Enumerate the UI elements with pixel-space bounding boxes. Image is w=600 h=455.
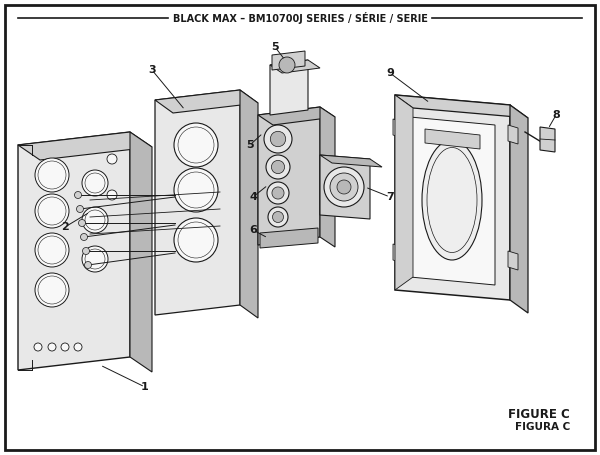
Circle shape bbox=[266, 155, 290, 179]
Circle shape bbox=[107, 190, 117, 200]
Circle shape bbox=[174, 218, 218, 262]
Polygon shape bbox=[508, 251, 518, 270]
Polygon shape bbox=[260, 228, 318, 248]
Circle shape bbox=[85, 262, 91, 268]
Polygon shape bbox=[395, 95, 528, 118]
Polygon shape bbox=[270, 60, 320, 73]
Circle shape bbox=[74, 192, 82, 198]
Text: 8: 8 bbox=[552, 110, 560, 120]
Text: FIGURA C: FIGURA C bbox=[515, 422, 570, 432]
Circle shape bbox=[264, 125, 292, 153]
Circle shape bbox=[272, 212, 284, 222]
Polygon shape bbox=[320, 155, 382, 167]
Text: 2: 2 bbox=[61, 222, 69, 232]
Polygon shape bbox=[510, 105, 528, 313]
Circle shape bbox=[272, 187, 284, 199]
Circle shape bbox=[82, 170, 108, 196]
Circle shape bbox=[61, 343, 69, 351]
Circle shape bbox=[35, 273, 69, 307]
Polygon shape bbox=[18, 132, 130, 370]
Ellipse shape bbox=[422, 140, 482, 260]
Text: 5: 5 bbox=[246, 140, 254, 150]
Polygon shape bbox=[258, 107, 320, 245]
Circle shape bbox=[271, 131, 286, 147]
Circle shape bbox=[174, 168, 218, 212]
Polygon shape bbox=[320, 107, 335, 247]
Polygon shape bbox=[395, 95, 413, 290]
Circle shape bbox=[271, 161, 284, 174]
Circle shape bbox=[79, 219, 86, 227]
Polygon shape bbox=[508, 125, 518, 144]
Polygon shape bbox=[155, 90, 258, 113]
Text: 5: 5 bbox=[271, 42, 279, 52]
Polygon shape bbox=[540, 127, 555, 152]
Circle shape bbox=[82, 207, 108, 233]
Circle shape bbox=[107, 154, 117, 164]
Polygon shape bbox=[130, 132, 152, 372]
Circle shape bbox=[35, 194, 69, 228]
Polygon shape bbox=[395, 95, 510, 300]
Circle shape bbox=[48, 343, 56, 351]
Polygon shape bbox=[240, 90, 258, 318]
Circle shape bbox=[83, 248, 89, 254]
Circle shape bbox=[74, 343, 82, 351]
Text: 9: 9 bbox=[386, 68, 394, 78]
Polygon shape bbox=[410, 117, 495, 285]
Polygon shape bbox=[155, 90, 240, 315]
Circle shape bbox=[35, 233, 69, 267]
Polygon shape bbox=[18, 132, 152, 160]
Circle shape bbox=[330, 173, 358, 201]
Polygon shape bbox=[258, 107, 335, 125]
Text: 4: 4 bbox=[249, 192, 257, 202]
Circle shape bbox=[268, 207, 288, 227]
Text: 7: 7 bbox=[386, 192, 394, 202]
Circle shape bbox=[324, 167, 364, 207]
Circle shape bbox=[337, 180, 351, 194]
Circle shape bbox=[34, 343, 42, 351]
Circle shape bbox=[174, 123, 218, 167]
Polygon shape bbox=[270, 60, 308, 115]
Polygon shape bbox=[320, 155, 370, 219]
Circle shape bbox=[77, 206, 83, 212]
Circle shape bbox=[35, 158, 69, 192]
Text: FIGURE C: FIGURE C bbox=[508, 409, 570, 421]
Text: BLACK MAX – BM10700J SERIES / SÉRIE / SERIE: BLACK MAX – BM10700J SERIES / SÉRIE / SE… bbox=[173, 12, 427, 24]
Text: 1: 1 bbox=[141, 382, 149, 392]
Text: 3: 3 bbox=[148, 65, 156, 75]
Polygon shape bbox=[272, 51, 305, 70]
Polygon shape bbox=[425, 129, 480, 149]
Circle shape bbox=[279, 57, 295, 73]
Polygon shape bbox=[393, 244, 403, 263]
Text: 6: 6 bbox=[249, 225, 257, 235]
Polygon shape bbox=[393, 119, 403, 138]
Circle shape bbox=[80, 233, 88, 241]
Circle shape bbox=[267, 182, 289, 204]
Circle shape bbox=[82, 246, 108, 272]
